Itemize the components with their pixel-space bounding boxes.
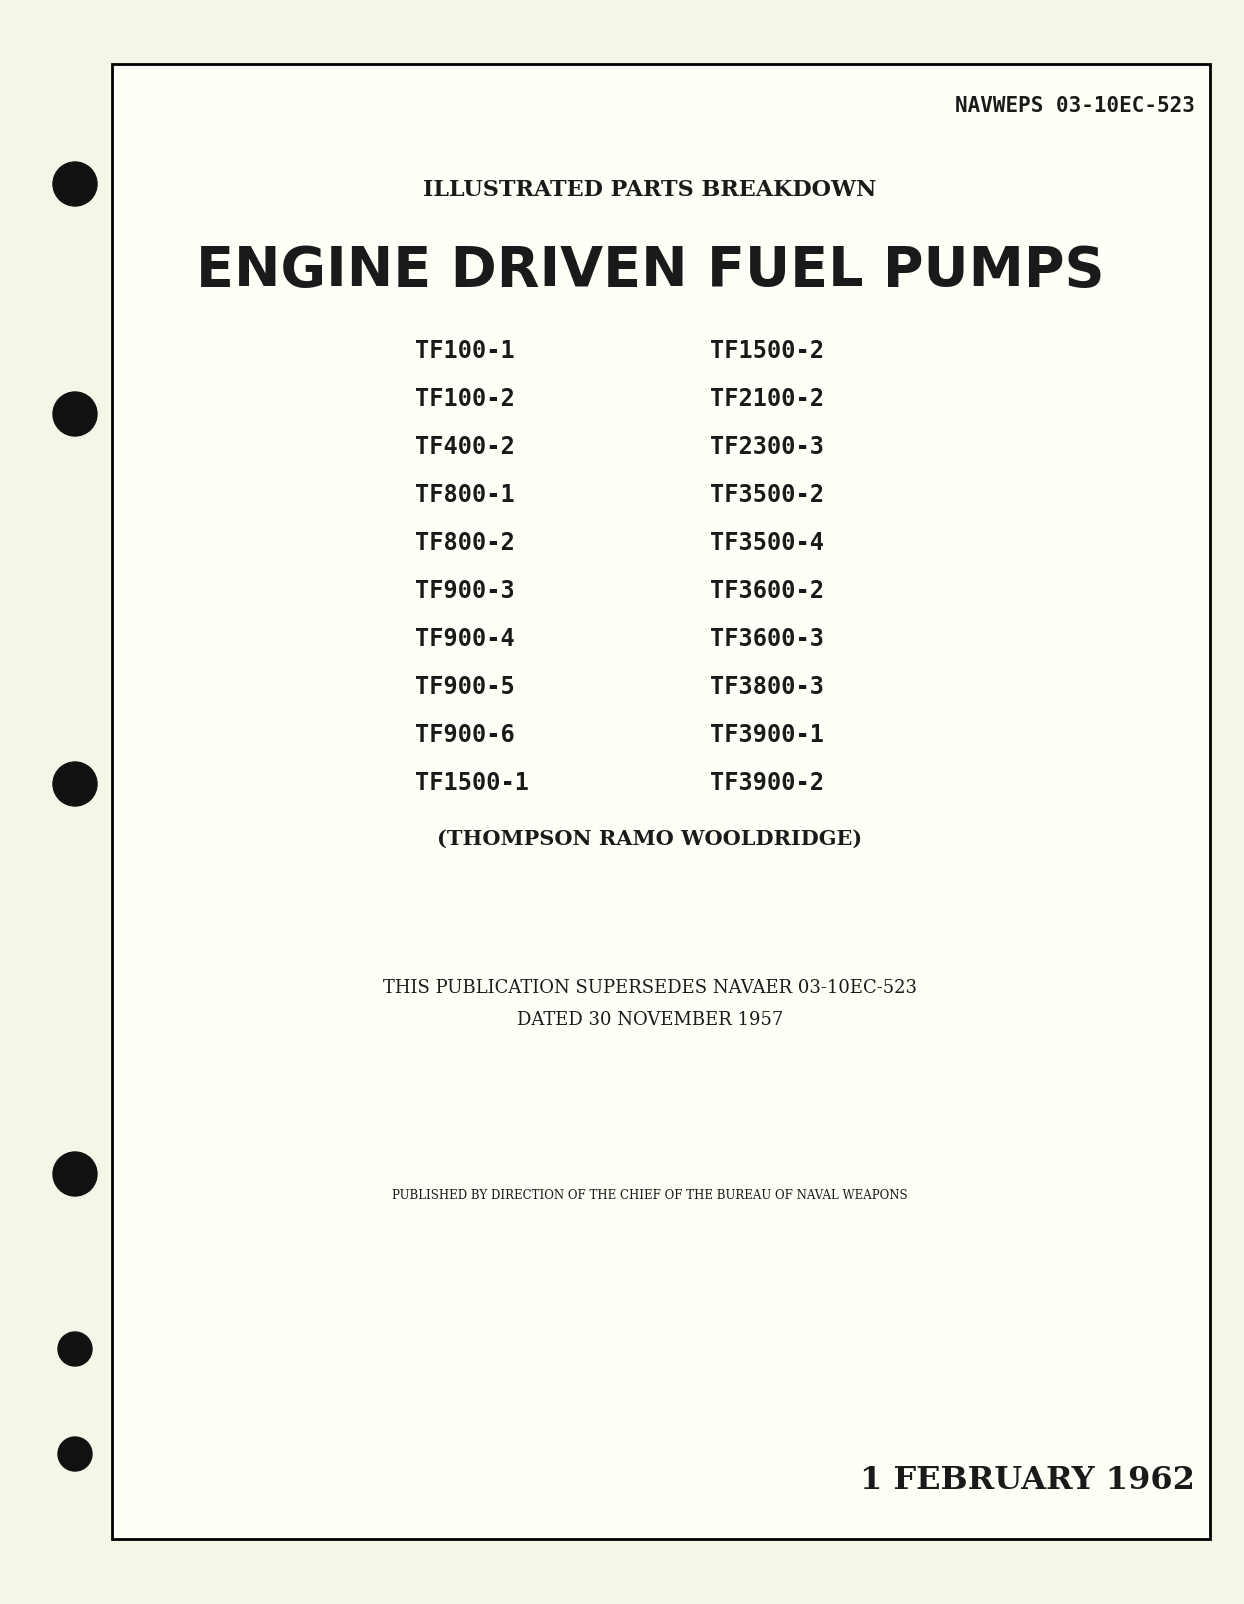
Text: DATED 30 NOVEMBER 1957: DATED 30 NOVEMBER 1957: [516, 1011, 784, 1030]
Text: TF3900-1: TF3900-1: [710, 723, 824, 747]
Text: TF3600-2: TF3600-2: [710, 579, 824, 603]
Text: TF800-1: TF800-1: [415, 483, 515, 507]
Text: TF400-2: TF400-2: [415, 435, 515, 459]
Text: NAVWEPS 03-10EC-523: NAVWEPS 03-10EC-523: [955, 96, 1195, 115]
Text: TF2100-2: TF2100-2: [710, 387, 824, 411]
Text: TF900-6: TF900-6: [415, 723, 515, 747]
Text: PUBLISHED BY DIRECTION OF THE CHIEF OF THE BUREAU OF NAVAL WEAPONS: PUBLISHED BY DIRECTION OF THE CHIEF OF T…: [392, 1189, 908, 1201]
Text: TF3500-2: TF3500-2: [710, 483, 824, 507]
Text: TF3500-4: TF3500-4: [710, 531, 824, 555]
Text: TF100-2: TF100-2: [415, 387, 515, 411]
Bar: [112, 64, 1210, 1538]
Text: TF900-4: TF900-4: [415, 627, 515, 651]
Circle shape: [53, 391, 97, 436]
Text: TF3900-2: TF3900-2: [710, 772, 824, 796]
Circle shape: [53, 1152, 97, 1197]
Text: ILLUSTRATED PARTS BREAKDOWN: ILLUSTRATED PARTS BREAKDOWN: [423, 180, 877, 200]
Text: TF2300-3: TF2300-3: [710, 435, 824, 459]
Text: TF900-3: TF900-3: [415, 579, 515, 603]
Text: TF800-2: TF800-2: [415, 531, 515, 555]
Text: TF900-5: TF900-5: [415, 675, 515, 699]
Circle shape: [58, 1437, 92, 1471]
Text: 1 FEBRUARY 1962: 1 FEBRUARY 1962: [860, 1464, 1195, 1497]
Circle shape: [58, 1331, 92, 1367]
Text: TF3800-3: TF3800-3: [710, 675, 824, 699]
Text: TF3600-3: TF3600-3: [710, 627, 824, 651]
Text: TF100-1: TF100-1: [415, 338, 515, 363]
Text: ENGINE DRIVEN FUEL PUMPS: ENGINE DRIVEN FUEL PUMPS: [195, 244, 1105, 298]
Circle shape: [53, 762, 97, 805]
Text: THIS PUBLICATION SUPERSEDES NAVAER 03-10EC-523: THIS PUBLICATION SUPERSEDES NAVAER 03-10…: [383, 978, 917, 998]
Circle shape: [53, 162, 97, 205]
Text: (THOMPSON RAMO WOOLDRIDGE): (THOMPSON RAMO WOOLDRIDGE): [438, 829, 862, 849]
Text: TF1500-1: TF1500-1: [415, 772, 529, 796]
Text: TF1500-2: TF1500-2: [710, 338, 824, 363]
